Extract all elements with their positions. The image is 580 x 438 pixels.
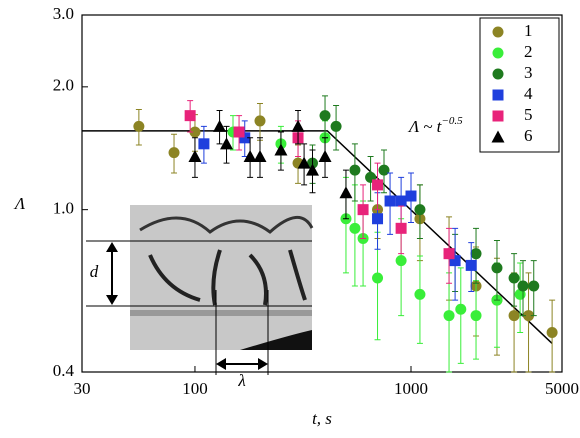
plot-frame xyxy=(81,14,563,373)
point xyxy=(168,147,180,159)
legend-label: 3 xyxy=(524,63,533,82)
point xyxy=(349,164,361,176)
point xyxy=(291,119,305,132)
point xyxy=(372,272,384,284)
point xyxy=(470,310,482,322)
x-tick-label: 30 xyxy=(74,379,91,398)
point xyxy=(414,288,426,300)
legend-label: 1 xyxy=(524,21,533,40)
point xyxy=(517,280,529,292)
x-tick-label: 5000 xyxy=(545,379,579,398)
annotation: Λ ~ t−0.5 xyxy=(407,115,463,136)
annotation-superscript: −0.5 xyxy=(441,115,463,127)
legend-box xyxy=(479,17,560,153)
x-tick-label: 1000 xyxy=(394,379,428,398)
legend-label: 4 xyxy=(524,84,533,103)
point xyxy=(254,115,266,127)
point xyxy=(318,149,332,162)
point xyxy=(372,179,384,191)
inset-pattern xyxy=(130,310,312,316)
y-tick-label: 3.0 xyxy=(53,4,74,23)
point xyxy=(305,163,319,176)
point xyxy=(414,204,426,216)
y-tick-label: 1.0 xyxy=(53,199,74,218)
point xyxy=(546,326,558,338)
legend-label: 2 xyxy=(524,42,533,61)
point xyxy=(465,259,477,271)
legend-label: 5 xyxy=(524,105,533,124)
point xyxy=(395,195,407,207)
point xyxy=(405,190,417,202)
point xyxy=(339,186,353,199)
point xyxy=(508,310,520,322)
point xyxy=(508,272,520,284)
x-axis-label: t, s xyxy=(312,409,332,428)
point xyxy=(188,149,202,162)
point xyxy=(523,310,535,322)
legend-marker xyxy=(491,130,505,143)
y-tick-label: 0.4 xyxy=(53,361,75,380)
y-axis-label: Λ xyxy=(13,194,26,213)
point xyxy=(319,110,331,122)
legend-marker xyxy=(492,47,504,59)
inset-background xyxy=(130,205,312,350)
point xyxy=(233,126,245,138)
legend-marker xyxy=(492,26,504,38)
point xyxy=(378,164,390,176)
point xyxy=(349,222,361,234)
error-bar xyxy=(525,272,532,373)
point xyxy=(443,248,455,260)
annotation: d xyxy=(90,262,99,281)
point xyxy=(443,310,455,322)
point xyxy=(184,110,196,122)
point xyxy=(384,195,396,207)
point xyxy=(274,143,288,156)
point xyxy=(243,149,257,162)
point xyxy=(239,132,251,144)
point xyxy=(491,262,503,274)
point xyxy=(253,149,267,162)
point xyxy=(372,213,384,225)
point xyxy=(528,280,540,292)
point xyxy=(133,120,145,132)
point xyxy=(220,137,234,150)
inset-pattern xyxy=(148,249,307,306)
point xyxy=(470,248,482,260)
annotation: λ xyxy=(237,371,245,390)
error-bar xyxy=(457,267,464,364)
point xyxy=(395,222,407,234)
inset-pattern xyxy=(240,330,312,350)
inset-image: d λ xyxy=(86,205,314,390)
point xyxy=(213,119,227,132)
inset-pattern xyxy=(139,216,314,234)
point xyxy=(357,204,369,216)
y-tick-label: 2.0 xyxy=(53,76,74,95)
point xyxy=(297,156,311,169)
legend-label: 6 xyxy=(524,126,533,145)
legend: 1 2 3 4 5 6 xyxy=(479,17,560,153)
annotation-text: Λ ~ t xyxy=(407,117,443,136)
fit-line xyxy=(82,130,553,344)
error-bar xyxy=(446,272,453,373)
point xyxy=(395,255,407,267)
legend-marker xyxy=(492,89,504,101)
point xyxy=(189,126,201,138)
point xyxy=(455,303,467,315)
point xyxy=(198,138,210,150)
legend-marker xyxy=(492,110,504,122)
point xyxy=(330,120,342,132)
legend-marker xyxy=(492,68,504,80)
point xyxy=(449,255,461,267)
x-tick-label: 100 xyxy=(182,379,208,398)
